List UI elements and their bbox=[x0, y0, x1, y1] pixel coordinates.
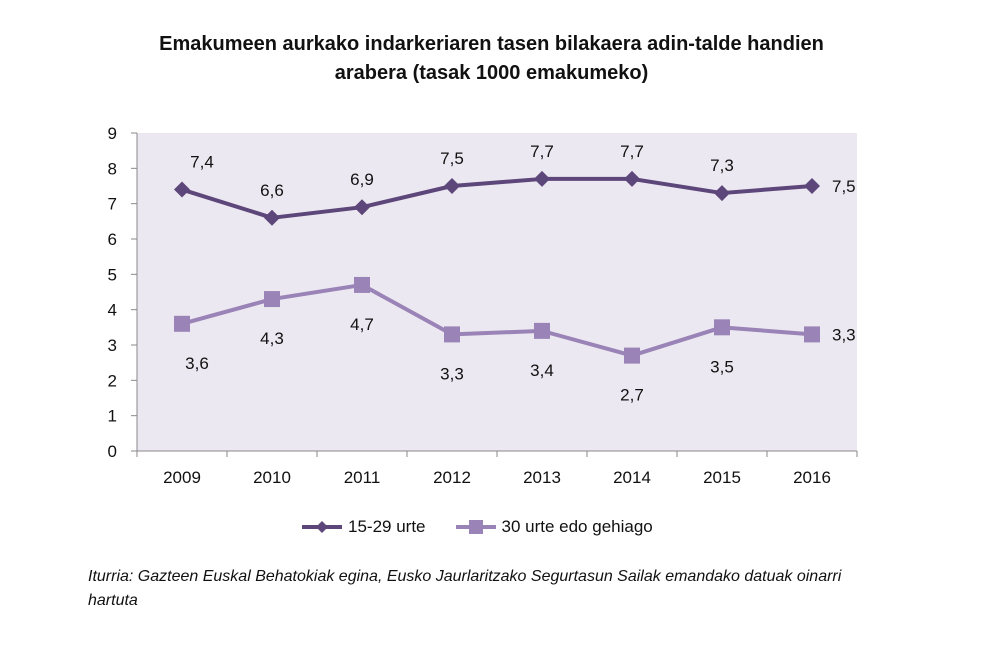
x-tick-label: 2012 bbox=[433, 468, 471, 487]
x-tick-label: 2010 bbox=[253, 468, 291, 487]
data-point-square bbox=[174, 315, 190, 332]
data-point-square bbox=[354, 276, 370, 293]
series-line-2 bbox=[181, 282, 813, 358]
data-label: 7,5 bbox=[440, 149, 464, 168]
data-label: 6,6 bbox=[260, 181, 284, 200]
legend-diamond-marker-icon bbox=[302, 521, 342, 533]
data-point-diamond bbox=[804, 178, 820, 194]
data-point-diamond bbox=[714, 185, 730, 202]
legend-item-30-plus: 30 urte edo gehiago bbox=[454, 517, 653, 537]
plot-area bbox=[137, 133, 857, 451]
legend-label: 30 urte edo gehiago bbox=[501, 517, 653, 536]
data-point-diamond bbox=[174, 181, 190, 198]
y-tick-label: 1 bbox=[108, 407, 117, 426]
y-tick-label: 0 bbox=[108, 442, 117, 461]
x-tick-label: 2011 bbox=[344, 468, 381, 487]
y-tick-label: 4 bbox=[108, 301, 117, 320]
data-label: 3,5 bbox=[710, 357, 734, 376]
data-label: 4,7 bbox=[350, 315, 374, 334]
data-label: 4,3 bbox=[260, 329, 284, 348]
data-label: 6,9 bbox=[350, 170, 374, 189]
y-tick-label: 7 bbox=[108, 195, 117, 214]
data-point-diamond bbox=[624, 170, 640, 187]
chart-title-line-1: Emakumeen aurkako indarkeriaren tasen bi… bbox=[159, 33, 824, 55]
y-tick-label: 5 bbox=[108, 265, 117, 284]
data-label: 7,7 bbox=[620, 142, 644, 161]
x-tick-label: 2009 bbox=[163, 468, 201, 487]
data-point-square bbox=[444, 326, 460, 343]
data-point-diamond bbox=[444, 178, 460, 194]
data-label: 3,3 bbox=[832, 325, 856, 344]
chart-title-line-2: arabera (tasak 1000 emakumeko) bbox=[334, 62, 649, 84]
data-point-diamond bbox=[264, 209, 280, 226]
data-point-square bbox=[714, 319, 730, 336]
data-label: 7,4 bbox=[190, 153, 214, 172]
data-label: 7,7 bbox=[530, 142, 554, 161]
data-point-square bbox=[804, 326, 820, 343]
data-point-square bbox=[264, 291, 280, 308]
x-tick-label: 2013 bbox=[523, 468, 561, 487]
data-point-diamond bbox=[534, 170, 550, 187]
y-tick-label: 9 bbox=[108, 124, 117, 143]
chart-title: Emakumeen aurkako indarkeriaren tasen bi… bbox=[0, 30, 983, 88]
data-label: 3,4 bbox=[530, 361, 554, 380]
data-label: 2,7 bbox=[620, 386, 644, 405]
y-tick-label: 8 bbox=[108, 159, 117, 178]
x-tick-label: 2016 bbox=[793, 468, 831, 487]
y-tick-label: 2 bbox=[108, 371, 117, 390]
data-label: 3,3 bbox=[440, 364, 464, 383]
y-tick-label: 3 bbox=[108, 336, 117, 355]
data-label: 7,3 bbox=[710, 156, 734, 175]
series-line-1 bbox=[181, 176, 813, 220]
source-note: Iturria: Gazteen Euskal Behatokiak egina… bbox=[88, 568, 842, 609]
data-label: 7,5 bbox=[832, 177, 856, 196]
legend: 15-29 urte 30 urte edo gehiago bbox=[300, 517, 653, 537]
data-point-diamond bbox=[354, 199, 370, 216]
data-point-square bbox=[624, 347, 640, 364]
y-tick-label: 6 bbox=[108, 230, 117, 249]
legend-label: 15-29 urte bbox=[348, 517, 426, 536]
data-point-square bbox=[534, 322, 550, 339]
legend-item-15-29: 15-29 urte bbox=[300, 517, 426, 537]
data-label: 3,6 bbox=[185, 354, 209, 373]
legend-square-marker-icon bbox=[455, 520, 496, 534]
x-tick-label: 2015 bbox=[703, 468, 741, 487]
x-tick-label: 2014 bbox=[613, 468, 651, 487]
